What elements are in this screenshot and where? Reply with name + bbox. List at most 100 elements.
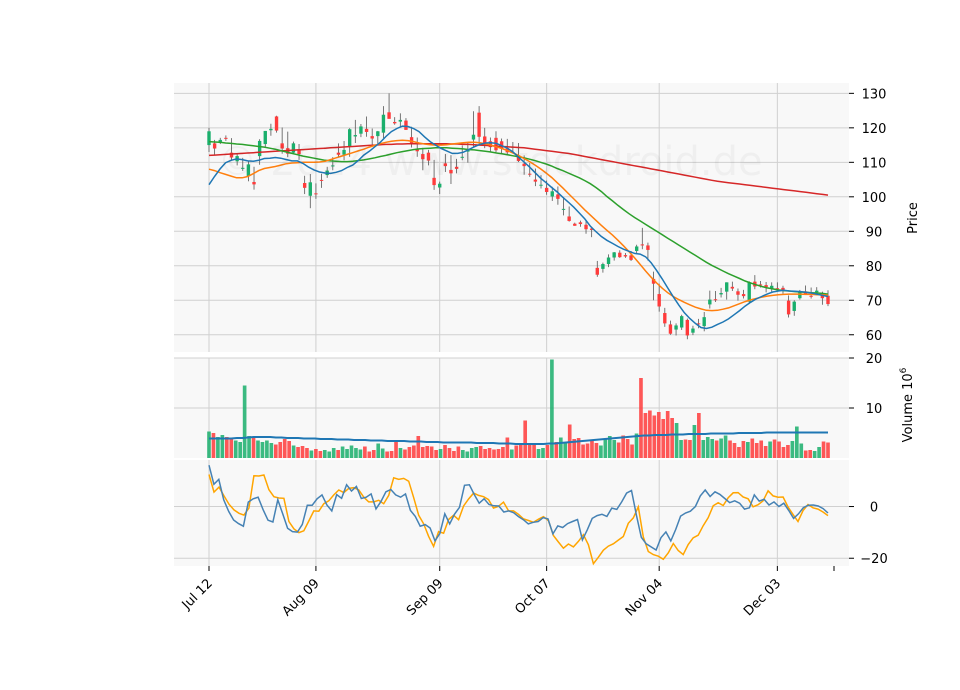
candle-body — [409, 137, 414, 144]
volume-bar — [692, 425, 697, 458]
volume-bar — [803, 450, 808, 458]
candle-body — [533, 179, 538, 182]
candle-body — [786, 300, 791, 315]
volume-bar — [732, 443, 737, 458]
volume-bar — [746, 442, 750, 458]
volume-bar — [790, 441, 795, 458]
price-ytick-label: 60 — [866, 329, 883, 344]
price-ytick-label: 120 — [862, 122, 887, 137]
candle-body — [381, 114, 386, 133]
candle-body — [477, 112, 481, 137]
candle-body — [483, 136, 487, 145]
volume-bar — [474, 447, 479, 458]
volume-bar — [438, 449, 443, 458]
volume-bar — [273, 444, 278, 458]
x-tick-label: Dec 03 — [741, 576, 784, 619]
candle-body — [454, 166, 459, 169]
candle-body — [730, 286, 735, 289]
candle-body — [826, 295, 830, 305]
candle-body — [331, 165, 335, 167]
volume-bar — [670, 418, 674, 458]
volume-bar — [349, 445, 354, 458]
candle-body — [544, 187, 549, 192]
price-ytick-label: 90 — [866, 225, 883, 240]
volume-bar — [750, 438, 755, 458]
x-axis: Jul 12 Aug 09 Sep 09 Oct 07 Nov 04 Dec 03 — [179, 566, 835, 619]
volume-bar — [314, 449, 318, 458]
volume-bar — [679, 440, 683, 458]
candle-body — [595, 267, 599, 275]
volume-bar — [612, 440, 617, 458]
volume-axis-label: Volume 106 — [899, 367, 916, 442]
price-ytick-label: 80 — [866, 260, 883, 275]
volume-bar — [652, 415, 657, 458]
volume-bar — [527, 443, 532, 458]
candle-body — [758, 284, 763, 286]
volume-bar — [781, 447, 786, 458]
volume-bar — [407, 447, 412, 458]
volume-bar — [371, 450, 376, 458]
volume-bar — [558, 437, 563, 458]
price-panel: 60 70 80 90 100 110 120 130 — [174, 83, 886, 352]
volume-bar — [211, 433, 216, 458]
volume-bar — [233, 440, 238, 458]
volume-bar — [331, 448, 336, 458]
candle-body — [393, 121, 397, 124]
candle-body — [449, 169, 453, 174]
volume-bar — [719, 438, 723, 458]
candle-body — [415, 148, 419, 152]
volume-bar — [389, 451, 394, 458]
volume-bar — [345, 449, 349, 458]
volume-bar — [443, 445, 447, 458]
volume-bar — [260, 442, 265, 458]
volume-bar — [287, 441, 291, 458]
volume-bar — [305, 448, 309, 458]
candle-body — [702, 317, 706, 327]
candle-body — [567, 216, 571, 221]
candle-body — [443, 163, 448, 167]
volume-bar — [701, 440, 706, 458]
candle-body — [696, 323, 701, 325]
volume-bar — [705, 437, 710, 458]
candle-body — [646, 245, 650, 250]
volume-bar — [380, 448, 385, 458]
candle-body — [246, 164, 251, 177]
candle-body — [460, 156, 464, 158]
volume-bar — [278, 442, 283, 458]
candle-body — [426, 152, 431, 161]
volume-bar — [412, 445, 416, 458]
candle-body — [798, 291, 802, 299]
volume-bar — [808, 450, 813, 458]
volume-ma-line — [209, 431, 828, 445]
volume-bar — [220, 435, 225, 458]
candle-body — [584, 224, 588, 230]
candle-body — [297, 149, 301, 155]
volume-bar — [420, 447, 425, 458]
volume-bar — [661, 419, 666, 458]
volume-bar — [461, 450, 465, 458]
volume-bar — [697, 413, 701, 458]
candle-body — [663, 313, 667, 324]
oscillator-ytick-label: −20 — [860, 552, 887, 567]
candle-body — [629, 255, 633, 260]
x-tick-label: Nov 04 — [623, 576, 666, 619]
volume-bar — [639, 378, 643, 458]
volume-bar — [429, 446, 434, 458]
x-tick-label: Aug 09 — [280, 576, 323, 619]
volume-bar — [452, 451, 456, 458]
volume-bar — [683, 439, 688, 458]
candle-body — [612, 252, 616, 258]
volume-bar — [812, 451, 817, 458]
candle-body — [550, 191, 554, 197]
candle-body — [218, 139, 222, 144]
candle-body — [736, 291, 740, 295]
candle-body — [561, 208, 566, 210]
candle-body — [252, 181, 256, 185]
candle-body — [387, 112, 391, 119]
volume-bar — [376, 443, 381, 458]
volume-ytick-label: 20 — [866, 352, 883, 367]
candle-body — [229, 152, 234, 158]
volume-bar — [501, 447, 505, 458]
volume-bar — [229, 438, 234, 458]
volume-bar — [434, 450, 438, 458]
